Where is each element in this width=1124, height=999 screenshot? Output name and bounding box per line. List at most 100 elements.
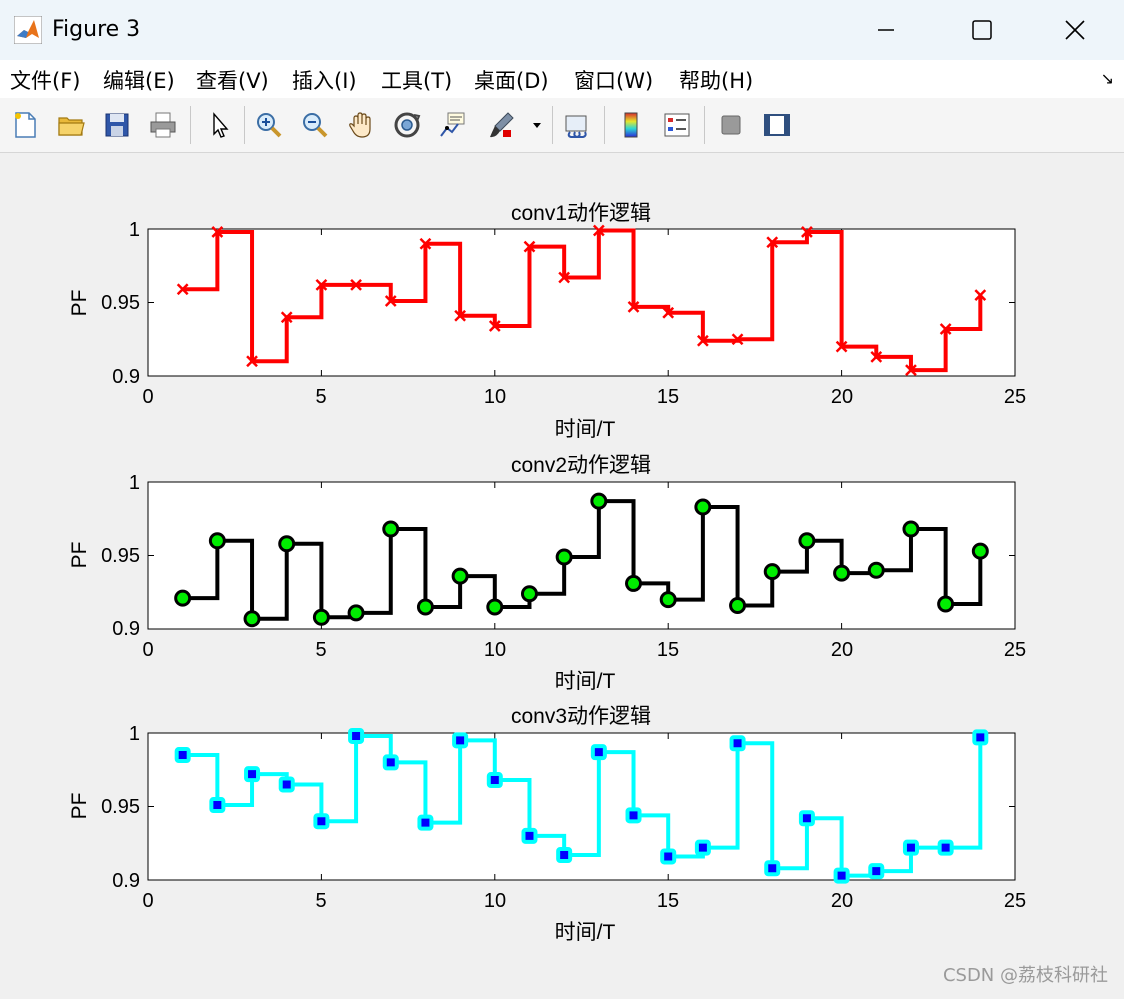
x-tick-label: 20 [831,890,853,912]
legend-button[interactable] [658,106,696,144]
data-point [763,563,781,581]
data-point [764,860,781,877]
menu-help[interactable]: 帮助(H) [679,69,754,93]
x-tick-label: 0 [142,386,153,408]
data-point [590,744,607,761]
y-ticks: 0.9 0.95 1 [101,472,140,640]
minimize-icon [878,29,894,31]
data-cursor-icon [440,112,465,137]
toolbar-separator [244,106,245,144]
y-tick-label: 0.95 [101,545,140,567]
figure-toolbar [0,98,1124,153]
x-tick-label: 25 [1004,890,1026,912]
data-point [833,867,850,884]
y-axis-label: PF [68,542,91,569]
data-point [974,289,987,302]
data-point [278,776,295,793]
rotate-3d-icon [394,112,421,138]
x-tick-label: 10 [484,890,506,912]
figure-svg: conv1动作逻辑 0.9 0.95 1 0 5 10 15 20 25 时间/… [68,202,1026,944]
data-point [416,598,434,616]
toolbar-separator [190,106,191,144]
data-cursor-button[interactable] [434,106,472,144]
data-point [209,797,226,814]
data-point [937,595,955,613]
colorbar-button[interactable] [612,106,650,144]
series-line [182,733,983,878]
select-pointer-button[interactable] [200,106,238,144]
data-point [486,598,504,616]
menu-desktop[interactable]: 桌面(D) [474,69,549,93]
data-point [417,814,434,831]
zoom-in-button[interactable] [250,106,288,144]
data-point [937,839,954,856]
maximize-button[interactable] [962,12,1002,48]
data-point [798,810,815,827]
menu-edit[interactable]: 编辑(E) [103,69,175,93]
data-point [590,492,608,510]
y-tick-label: 1 [129,723,140,745]
brush-dropdown-button[interactable] [527,106,547,144]
figure-canvas: conv1动作逻辑 0.9 0.95 1 0 5 10 15 20 25 时间/… [0,153,1124,995]
show-plot-tools-icon [764,114,790,136]
data-point [176,283,189,296]
data-point [694,498,712,516]
new-file-button[interactable] [6,106,44,144]
data-point [729,596,747,614]
close-button[interactable] [1055,12,1095,48]
brush-button[interactable] [482,106,520,144]
link-plot-button[interactable] [558,106,596,144]
subplot-title: conv3动作逻辑 [511,705,651,728]
minimize-button[interactable] [866,12,906,48]
series-conv2 [147,481,1016,630]
show-plot-tools-button[interactable] [758,106,796,144]
zoom-out-button[interactable] [296,106,334,144]
series-conv3 [147,727,1016,884]
data-point [627,301,640,313]
data-point [972,729,989,746]
x-tick-label: 15 [657,639,679,661]
x-tick-label: 0 [142,890,153,912]
legend-icon [664,113,690,137]
rotate-3d-button[interactable] [388,106,426,144]
menu-file[interactable]: 文件(F) [10,69,81,93]
menu-tools[interactable]: 工具(T) [381,69,453,93]
x-tick-label: 20 [831,639,853,661]
data-point [905,364,917,377]
data-point [659,591,677,609]
data-point [766,236,779,249]
data-point [558,271,571,284]
menu-insert[interactable]: 插入(I) [292,69,357,93]
save-button[interactable] [98,106,136,144]
dock-arrow-icon[interactable]: ↘ [1100,69,1114,88]
x-tick-label: 5 [315,890,326,912]
open-file-button[interactable] [52,106,90,144]
x-tick-label: 20 [831,386,853,408]
open-folder-icon [58,117,85,136]
watermark: CSDN @荔枝科研社 [942,965,1108,986]
data-point [833,564,851,582]
menu-window[interactable]: 窗口(W) [574,69,654,93]
print-button[interactable] [144,106,182,144]
brush-dropdown-icon [533,123,541,128]
toolbar-separator [704,106,705,144]
link-plot-icon [565,115,587,138]
data-point [280,311,293,324]
data-point [625,574,643,592]
save-icon [105,113,129,137]
data-point [454,309,467,322]
data-point [208,532,226,550]
axes-box-3 [147,732,1016,881]
data-point [870,351,883,363]
hide-plot-tools-button[interactable] [712,106,750,144]
data-point [902,520,920,538]
y-tick-label: 0.9 [112,870,140,892]
data-point [452,732,469,749]
y-ticks: 0.9 0.95 1 [101,219,140,388]
data-point [278,535,296,553]
menu-view[interactable]: 查看(V) [196,69,269,93]
x-tick-label: 25 [1004,639,1026,661]
pan-button[interactable] [342,106,380,144]
data-point [939,323,952,335]
data-point [244,766,261,783]
